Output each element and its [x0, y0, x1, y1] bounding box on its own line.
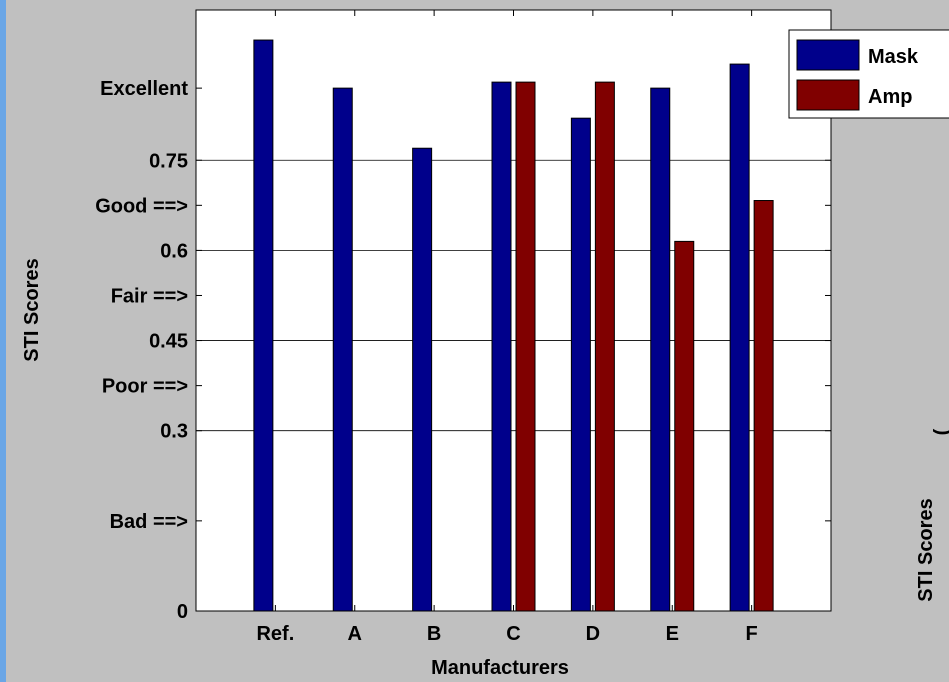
y-tick-label: Poor ==>	[102, 376, 188, 398]
y-tick-label: 0.45	[149, 331, 188, 353]
bar-amp-c	[515, 81, 536, 612]
y-tick-label: Good ==>	[95, 195, 188, 217]
y-axis-title: STI Scores	[21, 258, 43, 361]
bar-mask-c	[491, 81, 512, 612]
legend-swatch-mask	[796, 39, 860, 71]
y-tick-label: Fair ==>	[111, 285, 188, 307]
gridlines	[196, 159, 831, 432]
y-tick-label: Bad ==>	[110, 511, 188, 533]
bar-mask-f	[729, 63, 750, 612]
x-tick-label: Ref.	[256, 623, 294, 645]
bar-mask-ref	[253, 39, 274, 612]
y-tick-label: 0.75	[149, 150, 188, 172]
legend: Mask Amp	[788, 29, 949, 119]
legend-swatch-amp	[796, 79, 860, 111]
second-panel-y-axis-title: STI Scores	[915, 498, 937, 601]
y-tick-label: 0.6	[160, 240, 188, 262]
bar-amp-f	[753, 200, 774, 612]
bar-mask-a	[332, 87, 353, 612]
bar-mask-e	[650, 87, 671, 612]
x-tick-label: B	[427, 623, 441, 645]
y-tick-label: 0.3	[160, 421, 188, 443]
y-ticks: 0 Bad ==> 0.3 Poor ==> 0.45 Fair ==> 0.6 Good =…	[95, 78, 831, 623]
y-tick-label: 0	[177, 601, 188, 623]
plot-area	[196, 10, 831, 611]
bar-amp-e	[674, 240, 695, 612]
second-panel-partial-glyph: (	[931, 428, 949, 435]
x-tick-label: D	[586, 623, 600, 645]
x-tick-label: F	[746, 623, 758, 645]
x-tick-label: A	[348, 623, 362, 645]
bar-amp-d	[594, 81, 615, 612]
y-tick-label: Excellent	[100, 78, 188, 100]
x-tick-label: E	[666, 623, 679, 645]
x-tick-label: C	[506, 623, 520, 645]
legend-label-amp: Amp	[868, 86, 912, 108]
bar-mask-b	[412, 147, 433, 612]
accent-strip	[0, 0, 6, 682]
legend-label-mask: Mask	[868, 46, 919, 68]
x-axis-title: Manufacturers	[431, 657, 569, 679]
x-ticks: Ref. A B C D E F	[256, 10, 758, 645]
bar-mask-d	[570, 117, 591, 612]
bars	[253, 39, 774, 612]
